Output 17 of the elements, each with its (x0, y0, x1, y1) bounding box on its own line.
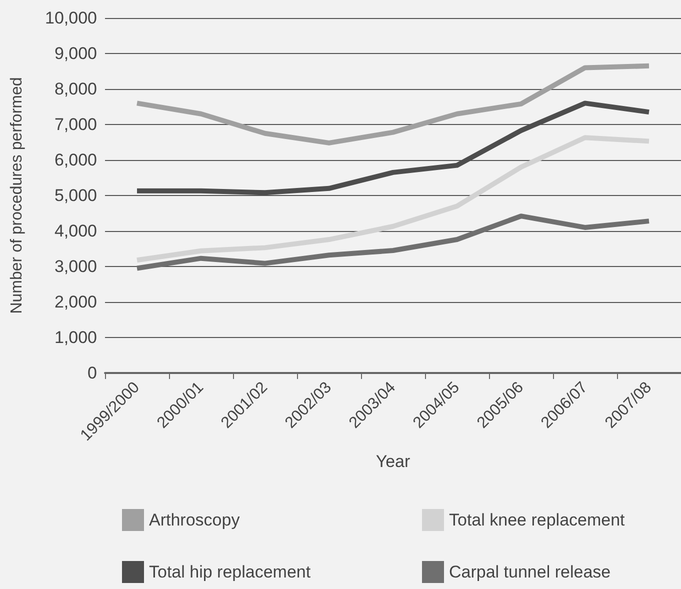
y-tick-label: 6,000 (54, 150, 97, 170)
x-axis-title: Year (376, 452, 411, 471)
legend-label: Carpal tunnel release (449, 562, 611, 582)
y-tick-label: 10,000 (45, 8, 97, 28)
legend-label: Arthroscopy (149, 510, 240, 530)
y-tick-label: 0 (88, 364, 97, 382)
y-tick-label: 8,000 (54, 80, 97, 98)
legend-label: Total hip replacement (149, 562, 311, 582)
legend-label: Total knee replacement (449, 510, 626, 530)
y-tick-label: 7,000 (54, 115, 97, 134)
y-tick-label: 5,000 (54, 186, 97, 205)
y-tick-label: 1,000 (54, 328, 97, 347)
y-axis-title: Number of procedures performed (8, 77, 26, 314)
y-tick-label: 2,000 (54, 292, 97, 312)
y-tick-label: 3,000 (54, 257, 97, 276)
y-tick-label: 4,000 (54, 222, 97, 240)
y-tick-label: 9,000 (54, 44, 97, 63)
